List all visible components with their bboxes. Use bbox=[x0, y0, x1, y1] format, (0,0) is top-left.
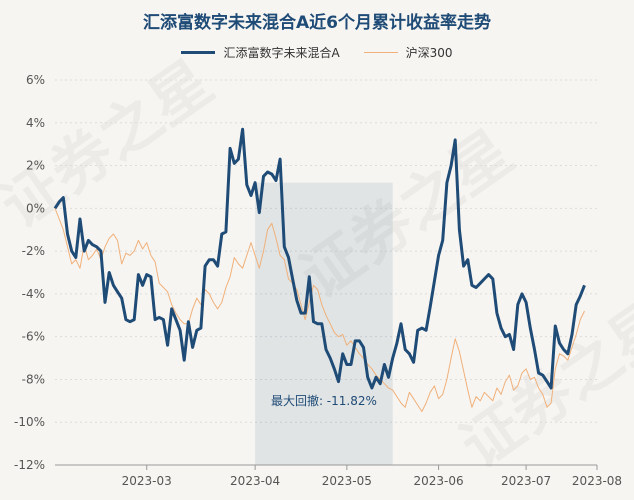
y-tick-label: 4% bbox=[26, 116, 45, 130]
y-tick-label: -2% bbox=[22, 244, 45, 258]
y-tick-label: -8% bbox=[22, 372, 45, 386]
legend-swatch-fund bbox=[181, 51, 216, 54]
series-line-index bbox=[54, 208, 585, 412]
y-tick-label: -12% bbox=[14, 458, 45, 472]
y-tick-label: 2% bbox=[26, 159, 45, 173]
chart-title: 汇添富数字未来混合A近6个月累计收益率走势 bbox=[143, 13, 491, 33]
axis-layer: 6% 4% 2% 0% -2% -4% -6% -8% -10% -12% 2023-03 2023-… bbox=[14, 73, 622, 488]
y-tick-label: -4% bbox=[22, 287, 45, 301]
legend-swatch-index bbox=[363, 52, 398, 53]
x-tick-label: 2023-04 bbox=[230, 474, 280, 488]
x-tick-label: 2023-03 bbox=[122, 474, 172, 488]
x-tick-label: 2023-08 bbox=[572, 474, 622, 488]
y-tick-label: -10% bbox=[14, 415, 45, 429]
drawdown-layer bbox=[255, 182, 393, 465]
max-drawdown-area bbox=[255, 182, 393, 465]
y-tick-label: 0% bbox=[26, 201, 45, 215]
x-tick-label: 2023-07 bbox=[501, 474, 551, 488]
legend: 汇添富数字未来混合A 沪深300 bbox=[0, 44, 634, 61]
watermark-text: 证券之星 bbox=[448, 287, 634, 482]
series-line-fund bbox=[53, 127, 586, 390]
legend-label-index: 沪深300 bbox=[405, 46, 453, 60]
max-drawdown-label: 最大回撤: -11.82% bbox=[271, 393, 377, 408]
legend-item-index[interactable]: 沪深300 bbox=[363, 44, 453, 61]
legend-item-fund[interactable]: 汇添富数字未来混合A bbox=[181, 44, 340, 61]
x-tick-label: 2023-05 bbox=[322, 474, 372, 488]
y-tick-label: -6% bbox=[22, 330, 45, 344]
x-tick-label: 2023-06 bbox=[413, 474, 463, 488]
y-tick-label: 6% bbox=[26, 73, 45, 87]
legend-label-fund: 汇添富数字未来混合A bbox=[223, 46, 340, 60]
series-layer: 最大回撤: -11.82% bbox=[53, 127, 586, 412]
